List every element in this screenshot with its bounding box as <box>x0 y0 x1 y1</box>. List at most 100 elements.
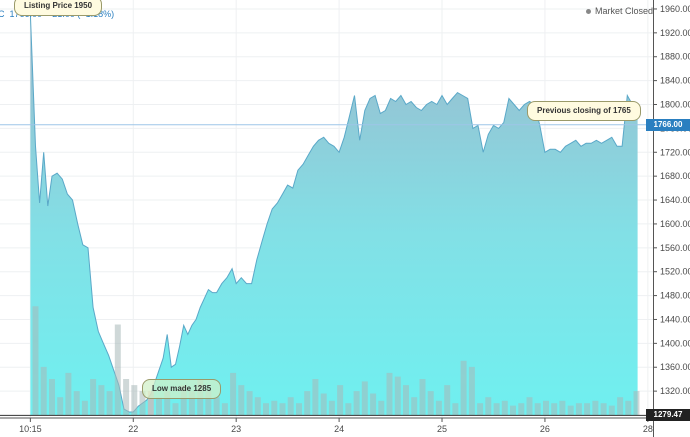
y-tick-label: 1520.00 <box>660 267 690 277</box>
volume-bar <box>296 403 302 416</box>
x-tick-label: 10:15 <box>19 424 42 434</box>
price-area-fill <box>30 14 638 416</box>
market-status-label: Market Closed <box>594 6 653 16</box>
volume-bar <box>263 403 269 416</box>
volume-bar <box>123 379 130 416</box>
volume-bar <box>460 360 467 416</box>
volume-bar <box>370 393 377 416</box>
y-tick-label: 1320.00 <box>660 386 690 396</box>
volume-bar <box>477 403 484 416</box>
y-tick-label: 1720.00 <box>660 147 690 157</box>
y-tick-label: 1680.00 <box>660 171 690 181</box>
volume-bar <box>534 403 541 416</box>
volume-bar <box>403 385 409 416</box>
volume-bar <box>592 400 599 416</box>
volume-bar <box>188 391 195 416</box>
volume-bar <box>378 400 385 416</box>
volume-bar <box>304 391 311 416</box>
volume-bar <box>633 391 640 416</box>
volume-bar <box>57 397 64 416</box>
annotation-callout: Listing Price 1950 <box>14 0 103 16</box>
volume-bar <box>543 400 549 416</box>
volume-bar <box>551 403 558 416</box>
volume-bar <box>246 391 253 416</box>
volume-bar <box>139 391 146 416</box>
volume-bar <box>567 405 574 416</box>
volume-bar <box>510 405 516 416</box>
volume-bar <box>468 366 475 416</box>
volume-bar <box>279 403 286 416</box>
y-tick-label: 1920.00 <box>660 28 690 38</box>
y-axis: 1960.001920.001880.001840.001800.001760.… <box>653 0 690 437</box>
x-tick-label: 25 <box>437 424 447 434</box>
volume-bar <box>131 385 138 416</box>
volume-bar <box>230 372 237 416</box>
volume-bar <box>617 397 624 416</box>
x-tick-label: 23 <box>231 424 241 434</box>
volume-bar <box>625 400 632 416</box>
volume-bar <box>65 372 72 416</box>
volume-bar <box>32 306 39 416</box>
annotation-callout: Low made 1285 <box>142 379 222 399</box>
volume-bar <box>411 397 418 416</box>
y-tick-label: 1400.00 <box>660 338 690 348</box>
x-tick-label: 26 <box>540 424 550 434</box>
y-tick-label: 1360.00 <box>660 362 690 372</box>
volume-bar <box>156 397 162 416</box>
volume-bar <box>493 403 500 416</box>
volume-bar <box>584 403 591 416</box>
volume-bar <box>394 376 401 416</box>
x-tick-label: 28 <box>643 424 653 434</box>
volume-bar <box>98 385 105 416</box>
volume-bar <box>501 400 508 416</box>
volume-bar <box>90 379 97 416</box>
status-dot-icon <box>585 9 591 15</box>
price-area <box>29 14 638 416</box>
last-price-badge: 1766.00 <box>646 118 690 131</box>
volume-bar <box>345 403 352 416</box>
volume-bar <box>180 385 187 416</box>
volume-bar <box>518 403 525 416</box>
volume-bar <box>575 403 582 416</box>
volume-bar <box>386 372 393 416</box>
volume-bars <box>32 306 640 416</box>
ticker-symbol: C <box>0 9 5 19</box>
y-tick-label: 1840.00 <box>660 76 690 86</box>
volume-bar <box>81 400 88 416</box>
volume-bar <box>254 397 261 416</box>
volume-bar <box>337 385 344 416</box>
volume-bar <box>485 397 492 416</box>
y-tick-label: 1440.00 <box>660 314 690 324</box>
y-tick-label: 1480.00 <box>660 291 690 301</box>
market-status: Market Closed <box>585 6 653 16</box>
volume-bar <box>312 379 319 416</box>
volume-bar <box>73 391 80 416</box>
y-tick-label: 1800.00 <box>660 100 690 110</box>
reference-lines <box>0 124 653 416</box>
volume-bar <box>238 385 245 416</box>
volume-bar <box>213 397 220 416</box>
volume-bar <box>559 400 566 416</box>
volume-bar <box>287 397 294 416</box>
volume-bar <box>147 391 154 416</box>
volume-bar <box>419 379 426 416</box>
volume-bar <box>444 385 451 416</box>
volume-bar <box>435 400 442 416</box>
y-tick-label: 1880.00 <box>660 52 690 62</box>
volume-bar <box>608 405 615 416</box>
volume-bar <box>164 391 171 416</box>
volume-bar <box>106 391 113 416</box>
y-tick-label: 1960.00 <box>660 4 690 14</box>
volume-bar <box>526 397 533 416</box>
x-tick-label: 24 <box>334 424 344 434</box>
volume-bar <box>328 400 335 416</box>
volume-bar <box>361 381 368 416</box>
volume-bar <box>221 403 228 416</box>
volume-bar <box>40 366 47 416</box>
volume-bar <box>600 403 607 416</box>
volume-bar <box>427 391 434 416</box>
annotation-callout: Previous closing of 1765 <box>527 101 641 121</box>
y-tick-label: 1640.00 <box>660 195 690 205</box>
y-tick-label: 1560.00 <box>660 243 690 253</box>
